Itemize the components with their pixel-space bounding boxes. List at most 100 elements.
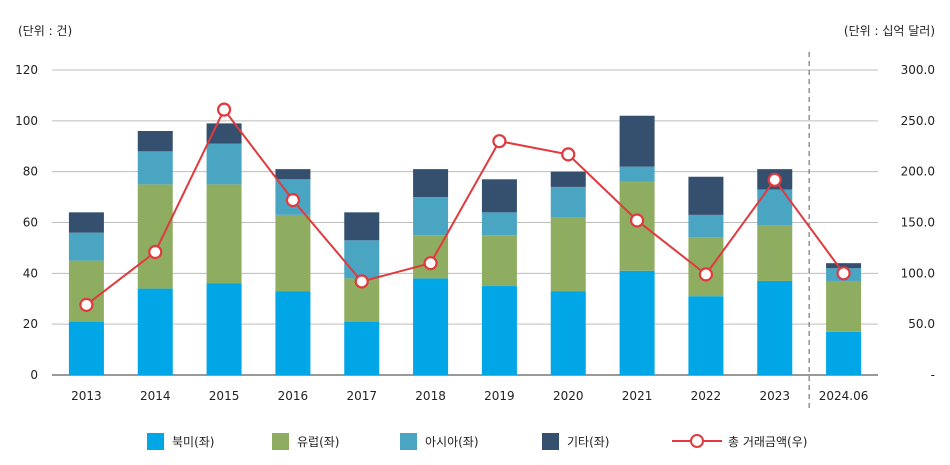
bars xyxy=(68,115,862,375)
x-tick-label: 2019 xyxy=(484,389,515,403)
y-tick-label: 100 xyxy=(15,114,38,128)
bar-segment xyxy=(688,176,724,215)
legend-swatch xyxy=(147,432,164,450)
x-axis-ticks: 2013 2014 2015 2016 2017 2018 2019 2020 2021 2022… xyxy=(71,389,868,403)
x-tick-label: 2014 xyxy=(140,389,171,403)
bar-segment xyxy=(413,278,449,375)
line-point xyxy=(836,266,851,281)
bar-segment xyxy=(757,280,793,375)
gridlines xyxy=(52,69,878,376)
y2-tick-label: 300.0 xyxy=(901,63,935,77)
bar-segment xyxy=(550,291,586,375)
bar-segment xyxy=(344,321,380,375)
bar-segment xyxy=(68,232,104,261)
bar-segment xyxy=(826,280,862,332)
bar-segment xyxy=(275,214,311,292)
bar-segment xyxy=(68,260,104,322)
bar-segment xyxy=(137,151,173,185)
bar-segment xyxy=(481,212,517,236)
bar-segment xyxy=(826,331,862,375)
y-tick-label: 80 xyxy=(23,165,38,179)
y2-tick-label: 150.0 xyxy=(901,216,935,230)
legend-item-asia: 아시아(좌) xyxy=(400,428,479,454)
line-point xyxy=(354,274,369,289)
bar-segment xyxy=(481,286,517,375)
bar-segment xyxy=(688,237,724,297)
bar-segment xyxy=(206,283,242,375)
bar-segment xyxy=(137,131,173,152)
bar-segment xyxy=(344,212,380,241)
legend-label: 유럽(좌) xyxy=(297,434,340,449)
bar-segment xyxy=(206,184,242,284)
y2-tick-label: 250.0 xyxy=(901,114,935,128)
legend: 북미(좌) 유럽(좌) 아시아(좌) 기타(좌) 총 거래금액(우) xyxy=(0,428,950,454)
legend-label: 아시아(좌) xyxy=(425,434,479,449)
bar-segment xyxy=(619,270,655,375)
legend-swatch xyxy=(542,432,559,450)
y2-tick-label: - xyxy=(931,368,935,382)
x-tick-label: 2016 xyxy=(278,389,309,403)
bar-segment xyxy=(68,321,104,375)
line-point xyxy=(423,256,438,271)
bar-segment xyxy=(137,288,173,375)
line-point xyxy=(698,267,714,282)
legend-label: 기타(좌) xyxy=(567,434,610,449)
bar-segment xyxy=(550,171,586,187)
bar-segment xyxy=(550,186,586,218)
bar-segment xyxy=(68,212,104,233)
left-axis-ticks: 0 20 40 60 80 100 120 xyxy=(15,63,38,382)
legend-label: 북미(좌) xyxy=(172,434,215,449)
bar-segment xyxy=(619,166,655,182)
x-tick-label: 2018 xyxy=(415,389,446,403)
line-point xyxy=(492,134,507,149)
bar-segment xyxy=(137,184,173,289)
bar-segment xyxy=(757,225,793,281)
bar-segment xyxy=(481,235,517,287)
y-tick-label: 60 xyxy=(23,216,38,230)
bar-segment xyxy=(688,214,724,238)
y-tick-label: 120 xyxy=(15,63,38,77)
bar-segment xyxy=(275,291,311,375)
legend-item-europe: 유럽(좌) xyxy=(272,428,339,454)
right-unit-label: (단위 : 십억 달러) xyxy=(844,24,935,38)
bar-segment xyxy=(206,143,242,185)
line-point xyxy=(767,172,782,187)
x-tick-label: 2013 xyxy=(71,389,102,403)
line-point xyxy=(216,102,232,117)
line-point xyxy=(148,244,163,260)
y-tick-label: 20 xyxy=(23,317,38,331)
legend-item-total-amount: 총 거래금액(우) xyxy=(672,428,807,454)
bar-segment xyxy=(550,217,586,292)
line-point xyxy=(561,147,576,162)
bar-segment xyxy=(481,179,517,213)
y2-tick-label: 100.0 xyxy=(901,266,935,280)
y2-tick-label: 200.0 xyxy=(901,165,935,179)
y-tick-label: 0 xyxy=(30,368,38,382)
y-tick-label: 40 xyxy=(23,266,38,280)
line-point xyxy=(79,297,94,312)
legend-line-marker xyxy=(672,433,722,449)
x-tick-label: 2015 xyxy=(209,389,240,403)
x-tick-label: 2017 xyxy=(346,389,377,403)
x-tick-label: 2024.06 xyxy=(819,389,869,403)
x-tick-label: 2023 xyxy=(759,389,790,403)
x-tick-label: 2021 xyxy=(622,389,653,403)
line-path xyxy=(85,107,845,306)
left-unit-label: (단위 : 건) xyxy=(18,24,72,38)
bar-segment xyxy=(826,263,862,269)
line-point xyxy=(285,193,301,208)
x-tick-label: 2022 xyxy=(691,389,722,403)
y2-tick-label: 50.0 xyxy=(908,317,935,331)
legend-item-other: 기타(좌) xyxy=(542,428,609,454)
bar-segment xyxy=(275,169,311,180)
bar-segment xyxy=(344,240,380,279)
total-amount-line xyxy=(79,102,851,312)
legend-swatch xyxy=(272,432,289,450)
x-tick-label: 2020 xyxy=(553,389,584,403)
right-axis-ticks: - 50.0 100.0 150.0 200.0 250.0 300.0 xyxy=(901,63,935,382)
bar-segment xyxy=(413,169,449,198)
bar-segment xyxy=(688,296,724,375)
bar-segment xyxy=(619,115,655,167)
legend-swatch xyxy=(400,432,417,450)
